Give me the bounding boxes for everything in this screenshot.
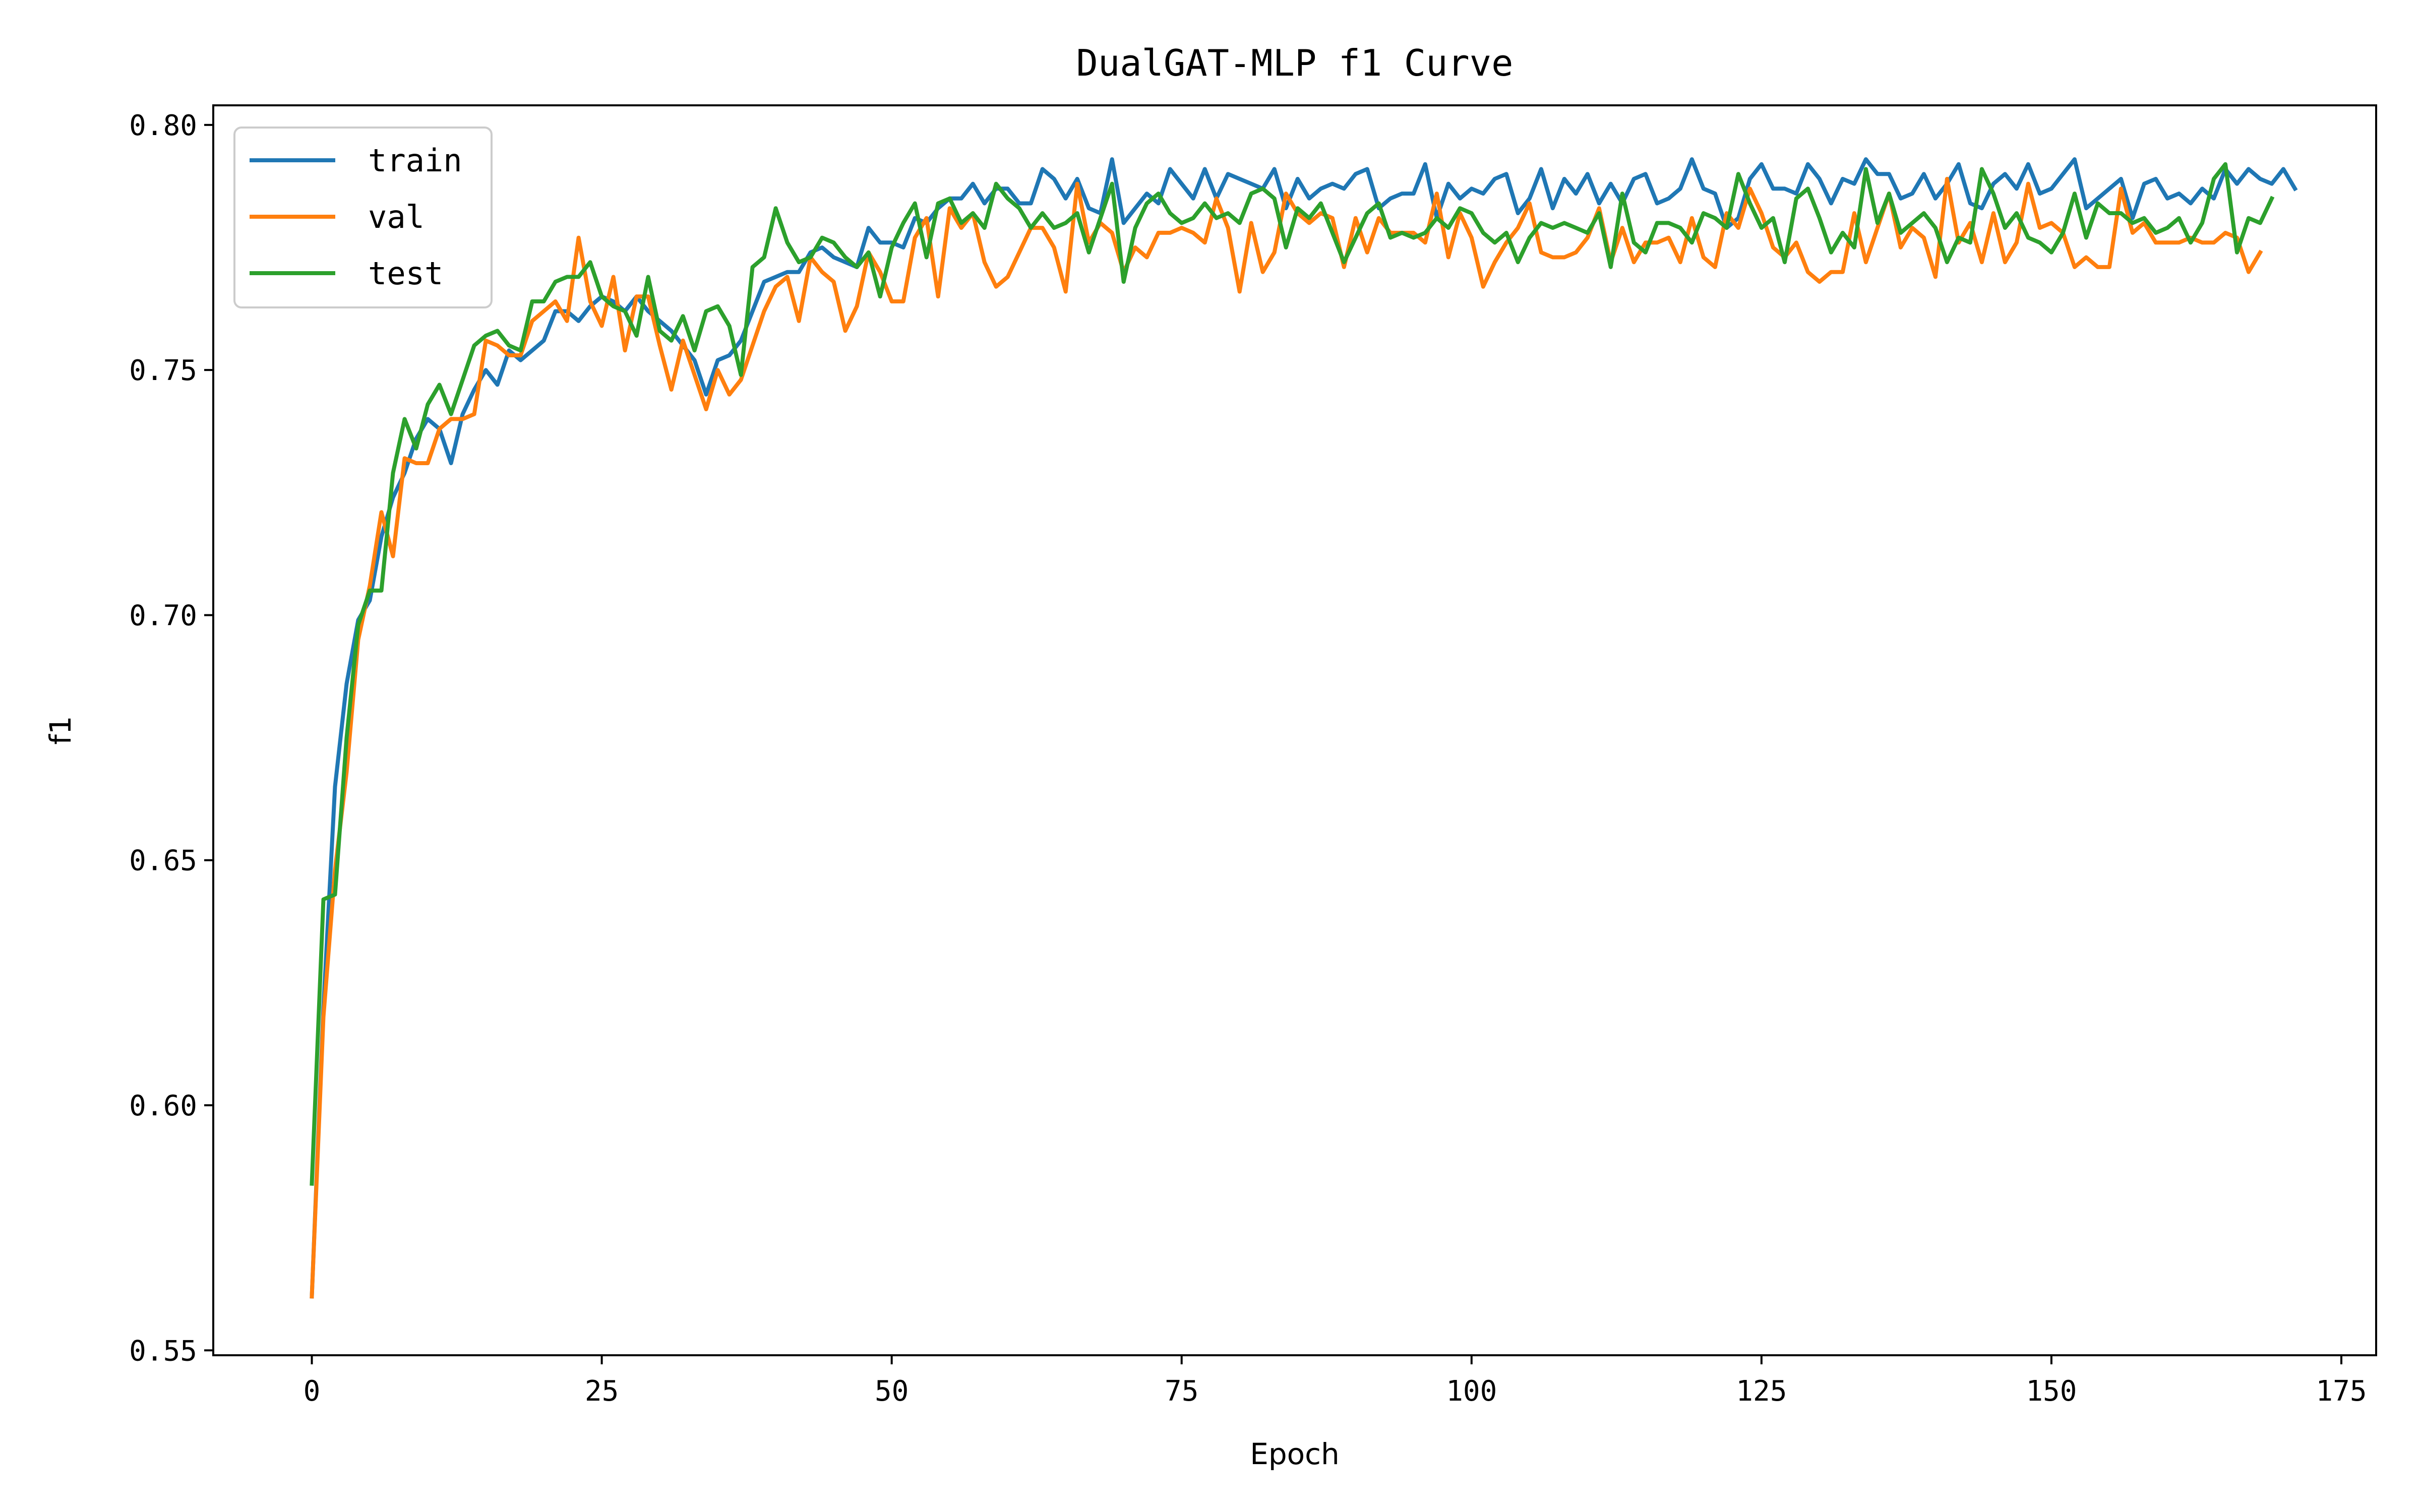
series-line-val (310, 176, 2263, 1299)
plot-area-frame (212, 104, 2377, 1356)
legend-label-val: val (368, 199, 425, 235)
chart-title: DualGAT-MLP f1 Curve (1076, 42, 1514, 84)
legend-label-train: train (368, 142, 462, 179)
y-tick-label: 0.65 (129, 845, 197, 877)
x-tick-label: 100 (1446, 1375, 1497, 1408)
x-axis-label: Epoch (1250, 1437, 1340, 1471)
x-tick-label: 50 (875, 1375, 909, 1408)
y-tick-label: 0.70 (129, 599, 197, 632)
y-tick-label: 0.80 (129, 109, 197, 142)
y-tick-label: 0.55 (129, 1335, 197, 1367)
x-tick-label: 75 (1165, 1375, 1198, 1408)
x-tick-label: 175 (2316, 1375, 2367, 1408)
series-lines (310, 157, 2298, 1299)
y-axis-ticks: 0.55 0.60 0.65 0.70 0.75 0.80 (129, 109, 213, 1367)
x-axis-ticks: 0 25 50 75 100 125 150 175 (304, 1355, 2367, 1408)
x-tick-label: 125 (1736, 1375, 1787, 1408)
x-tick-label: 25 (585, 1375, 619, 1408)
y-tick-label: 0.60 (129, 1090, 197, 1122)
series-line-test (310, 162, 2275, 1186)
legend-box (233, 127, 493, 308)
x-tick-label: 0 (304, 1375, 321, 1408)
axes (212, 104, 2377, 1356)
y-tick-label: 0.75 (129, 354, 197, 387)
legend-label-test: test (368, 255, 443, 292)
y-axis-label: f1 (43, 716, 78, 744)
legend: train val test (233, 127, 493, 308)
x-tick-label: 150 (2026, 1375, 2077, 1408)
